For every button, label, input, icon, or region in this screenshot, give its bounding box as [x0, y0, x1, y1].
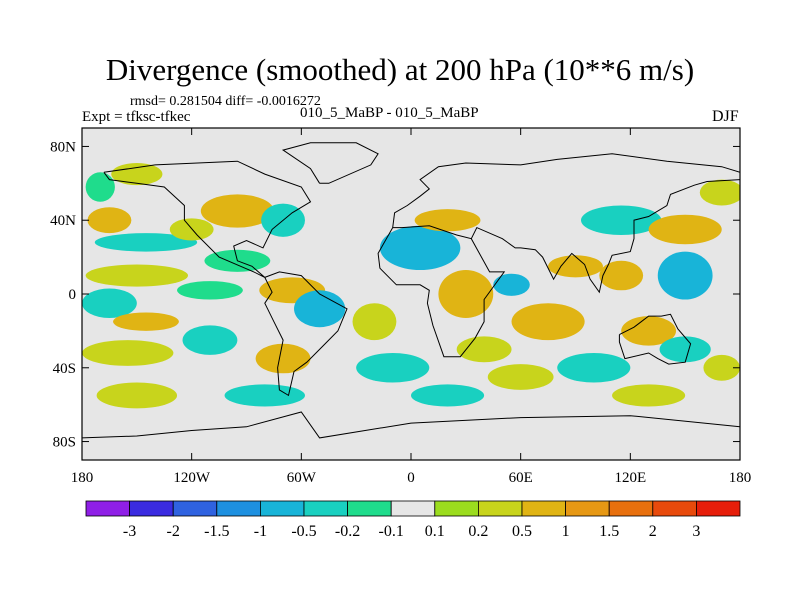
- divergence-blob-10: [177, 281, 243, 300]
- divergence-blob-17: [255, 343, 311, 374]
- colorbar-swatch-1: [129, 500, 174, 517]
- divergence-blob-1: [111, 163, 163, 186]
- divergence-blob-36: [487, 364, 554, 390]
- coastline-6: [82, 411, 740, 439]
- divergence-blob-28: [599, 260, 644, 291]
- divergence-blob-22: [414, 209, 481, 232]
- divergence-blob-19: [224, 384, 305, 407]
- divergence-blob-23: [438, 270, 494, 318]
- divergence-blob-13: [352, 303, 397, 341]
- colorbar-swatch-13: [652, 500, 697, 517]
- colorbar-swatch-14: [696, 500, 741, 517]
- divergence-blob-35: [557, 353, 631, 383]
- divergence-blob-16: [182, 325, 238, 355]
- season-label: DJF: [712, 108, 739, 125]
- divergence-blob-4: [169, 218, 214, 241]
- colorbar-swatch-12: [608, 500, 654, 517]
- x-tick-label-4: 60E: [509, 470, 533, 486]
- divergence-blob-14: [113, 312, 179, 331]
- divergence-blob-3: [94, 233, 198, 252]
- coastline-1: [264, 271, 348, 397]
- colorbar-swatch-4: [259, 500, 305, 517]
- colorbar-swatch-3: [216, 500, 261, 517]
- coastline-group: [82, 142, 740, 439]
- y-tick-label-3: 40S: [53, 361, 76, 377]
- divergence-blob-30: [580, 205, 662, 235]
- colorbar-label-13: 3: [692, 523, 700, 540]
- colorbar-swatch-7: [390, 500, 436, 517]
- divergence-blob-21: [379, 225, 461, 271]
- divergence-blob-29: [657, 251, 713, 300]
- colorbar-swatch-9: [477, 500, 523, 517]
- x-tick-label-6: 180: [729, 470, 752, 486]
- y-tick-label-2: 0: [69, 287, 77, 303]
- colorbar-swatch-2: [172, 500, 218, 517]
- coastline-4: [470, 179, 740, 294]
- coastline-5: [618, 313, 692, 365]
- coastline-0: [103, 160, 312, 278]
- divergence-blob-37: [411, 384, 485, 407]
- coastline-3: [392, 153, 740, 228]
- divergence-blob-2: [87, 207, 132, 234]
- colorbar-swatch-10: [521, 500, 566, 517]
- colorbar-swatch-0: [85, 500, 130, 517]
- colorbar-label-5: -0.2: [335, 523, 360, 540]
- colorbar-label-3: -1: [254, 523, 267, 540]
- chart-title: Divergence (smoothed) at 200 hPa (10**6 …: [105, 52, 695, 87]
- divergence-blob-0: [85, 172, 115, 202]
- y-tick-label-0: 80N: [50, 139, 76, 155]
- experiment-label: Expt = tfksc-tfkec: [82, 109, 191, 125]
- divergence-blob-33: [621, 316, 677, 346]
- x-tick-label-5: 120E: [614, 470, 646, 486]
- y-tick-label-1: 40N: [50, 213, 76, 229]
- divergence-blob-38: [612, 384, 686, 407]
- divergence-blob-20: [96, 382, 178, 409]
- colorbar-label-11: 1.5: [599, 523, 619, 540]
- colorbar-swatch-8: [434, 500, 479, 517]
- divergence-blob-15: [82, 340, 174, 366]
- x-tick-label-1: 120W: [173, 470, 211, 486]
- colorbar-label-10: 1: [562, 523, 570, 540]
- x-tick-label-0: 180: [71, 470, 94, 486]
- rmsd-diff-stats: rmsd= 0.281504 diff= -0.0016272: [130, 94, 321, 109]
- coastline-2: [377, 225, 506, 358]
- divergence-blob-39: [703, 354, 740, 381]
- divergence-blob-32: [699, 179, 740, 206]
- colorbar-label-4: -0.5: [291, 523, 316, 540]
- divergence-blob-18: [356, 353, 430, 383]
- colorbar-label-0: -3: [123, 523, 136, 540]
- divergence-blob-12: [294, 290, 346, 328]
- divergence-blob-8: [85, 264, 189, 287]
- y-tick-label-4: 80S: [53, 435, 76, 451]
- colorbar-swatch-11: [565, 500, 610, 517]
- experiment-names: 010_5_MaBP - 010_5_MaBP: [300, 105, 479, 121]
- divergence-blob-5: [200, 194, 274, 228]
- divergence-blob-31: [648, 214, 722, 245]
- divergence-blob-34: [659, 336, 711, 363]
- colorbar-label-7: 0.1: [425, 523, 445, 540]
- x-tick-label-2: 60W: [287, 470, 317, 486]
- divergence-blob-24: [493, 273, 530, 296]
- colorbar-label-8: 0.2: [468, 523, 488, 540]
- colorbar-label-2: -1.5: [204, 523, 229, 540]
- divergence-blob-27: [548, 255, 603, 278]
- colorbar-label-12: 2: [649, 523, 657, 540]
- colorbar-swatch-5: [303, 500, 348, 517]
- divergence-blob-25: [511, 303, 585, 341]
- x-tick-label-3: 0: [407, 470, 415, 486]
- colorbar-label-9: 0.5: [512, 523, 532, 540]
- colorbar-swatch-6: [347, 500, 392, 517]
- colorbar-label-6: -0.1: [379, 523, 404, 540]
- colorbar-label-1: -2: [167, 523, 180, 540]
- divergence-blob-9: [82, 288, 137, 318]
- divergence-blob-26: [456, 336, 512, 363]
- coastline-7: [281, 142, 379, 184]
